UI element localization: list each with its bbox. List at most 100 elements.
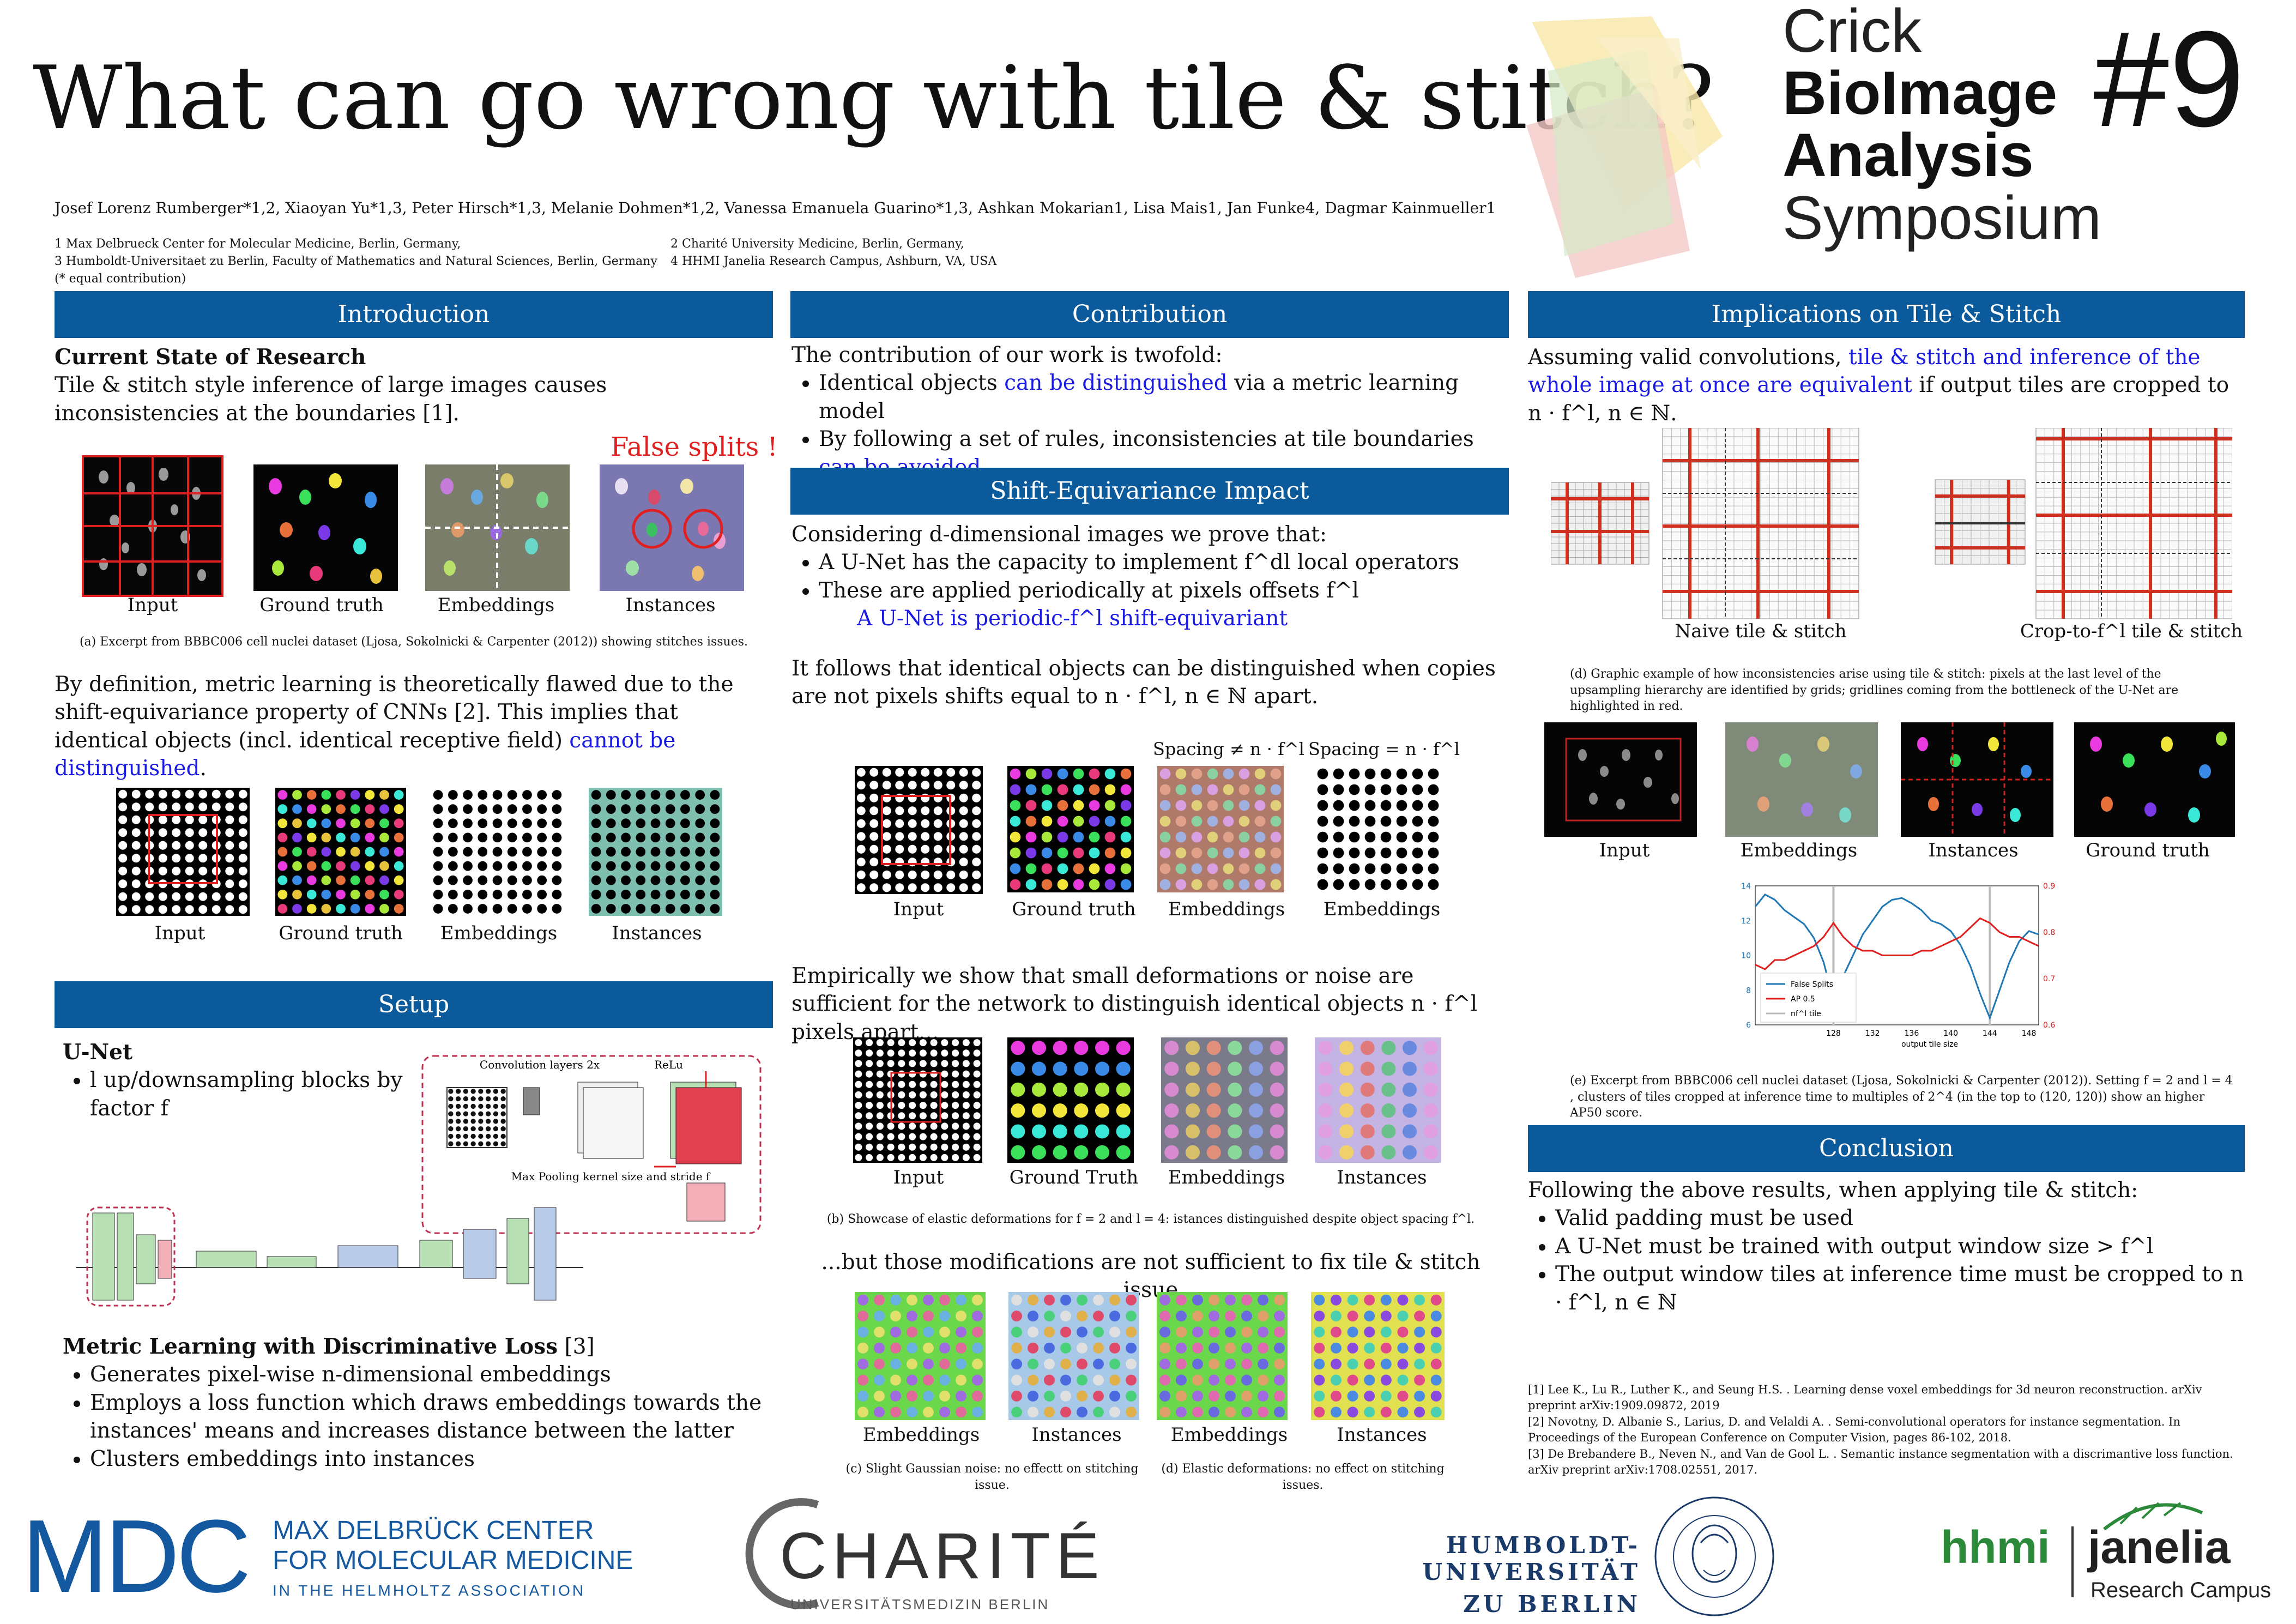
dot: [455, 1133, 461, 1139]
dot: [1057, 879, 1068, 890]
dot: [145, 802, 154, 812]
dot: [1164, 1061, 1179, 1076]
dot: [933, 870, 942, 879]
dot: [522, 818, 532, 829]
dot: [1333, 831, 1344, 843]
dot: [636, 847, 646, 857]
deform-label-instances: Instances: [1337, 1167, 1427, 1188]
input-block-dots: [448, 1089, 506, 1146]
dot: [1258, 1311, 1268, 1322]
dot: [710, 861, 720, 871]
dot: [1225, 1294, 1236, 1306]
dot: [933, 844, 942, 854]
dot: [238, 789, 247, 799]
dot: [695, 889, 705, 899]
dot: [921, 806, 930, 816]
dot: [908, 768, 917, 777]
dot: [185, 815, 194, 824]
dot: [907, 1342, 917, 1354]
dot: [869, 768, 879, 777]
dot: [463, 1126, 469, 1132]
dot: [292, 875, 302, 885]
dot: [959, 870, 968, 879]
dot: [1207, 784, 1218, 795]
dot: [198, 815, 208, 824]
dot: [1041, 768, 1053, 780]
dot: [1044, 1311, 1055, 1322]
dot: [552, 861, 562, 871]
dot: [919, 1091, 927, 1098]
dot: [1025, 879, 1037, 890]
dot: [321, 861, 331, 871]
dot: [882, 870, 891, 879]
contribution-body: The contribution of our work is twofold:…: [791, 341, 1510, 481]
dot: [959, 858, 968, 867]
dot: [537, 875, 547, 885]
dot: [919, 1133, 927, 1140]
shift-paragraph: It follows that identical objects can be…: [791, 656, 1496, 709]
metric-bullet-2: Employs a loss function which draws embe…: [90, 1389, 771, 1445]
dot: [118, 905, 128, 914]
dot: [493, 1141, 499, 1146]
dot: [1185, 1061, 1200, 1076]
dot: [972, 819, 981, 828]
humboldt-line-2: ZU BERLIN: [1463, 1591, 1641, 1617]
dot: [973, 1049, 981, 1057]
dots-label-instances: Instances: [612, 922, 702, 944]
dot: [1089, 847, 1100, 859]
dot: [500, 1089, 506, 1094]
dot: [856, 883, 866, 892]
dot: [591, 832, 601, 843]
dot: [131, 841, 141, 850]
dot: [493, 1133, 499, 1139]
dot: [1238, 879, 1250, 890]
dot: [1077, 1406, 1087, 1418]
cannot-be-distinguished: cannot be distinguished: [55, 728, 676, 781]
intro-labels-row1: Input Ground truth Embeddings Instances: [71, 594, 780, 616]
dot: [898, 1080, 905, 1088]
dot: [921, 870, 930, 879]
shift-receptive-box: [881, 795, 951, 865]
dot: [394, 861, 404, 871]
dot: [1396, 816, 1407, 827]
dot: [941, 1133, 948, 1140]
dot: [959, 883, 968, 892]
dot: [433, 875, 443, 885]
dot: [212, 892, 221, 901]
unet-bullet: l up/downsampling blocks by factor f: [90, 1066, 412, 1122]
dot: [225, 828, 234, 837]
dot: [292, 832, 302, 843]
dot: [1191, 863, 1203, 874]
dot: [478, 904, 488, 914]
dot: [1364, 1406, 1375, 1418]
dot: [866, 1112, 873, 1120]
dot: [1430, 1311, 1442, 1322]
dot: [336, 790, 346, 800]
dot: [939, 1311, 950, 1322]
dot: [856, 781, 866, 790]
deform-gt-dots: [1011, 1041, 1131, 1160]
dot: [1209, 1359, 1219, 1370]
dot: [1274, 1294, 1285, 1306]
dot: [131, 815, 141, 824]
dot: [962, 1122, 970, 1130]
dot: [1120, 784, 1132, 795]
dot: [1225, 1406, 1236, 1418]
dot: [972, 768, 981, 777]
dot: [1423, 1103, 1438, 1118]
dot: [1248, 1082, 1264, 1097]
shift-input-dots: [856, 768, 981, 892]
dot: [350, 889, 360, 899]
dot: [1060, 1406, 1071, 1418]
dot: [919, 1039, 927, 1047]
dot: [379, 790, 389, 800]
dot: [1428, 816, 1439, 827]
metric-flaw-text: By definition, metric learning is theore…: [55, 672, 734, 753]
dot: [1349, 800, 1360, 811]
deform-embeddings-image: [1161, 1037, 1288, 1163]
dot: [1330, 1374, 1342, 1386]
tile-grid: [82, 455, 223, 597]
dot: [1109, 1294, 1120, 1306]
dot: [973, 1143, 981, 1151]
dot: [898, 1122, 905, 1130]
